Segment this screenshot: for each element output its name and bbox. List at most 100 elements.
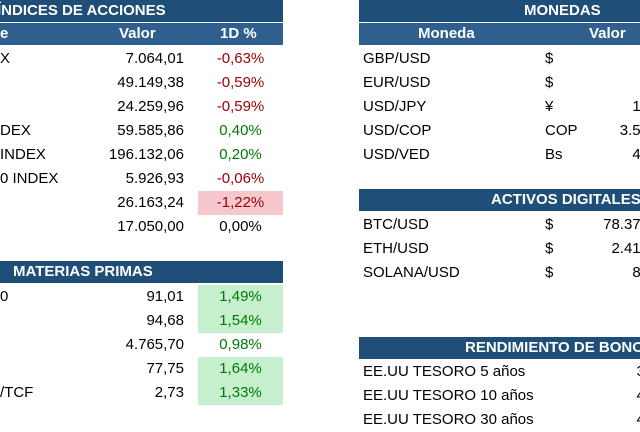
currency-value: 1 [559,47,640,71]
commodities-title: MATERIAS PRIMAS [13,263,153,280]
digital-header: ACTIVOS DIGITALES [359,189,640,211]
digital-pair: BTC/USD [363,216,429,233]
table-row: 17.050,00 0,00% [0,215,283,239]
index-change: -0,06% [216,170,265,187]
currency-value: 15 [632,98,640,115]
table-row: USD/COP COP 3.58 [359,119,640,143]
table-row: X 7.064,01 -0,63% [0,47,283,71]
currency-pair: USD/COP [363,122,432,139]
index-value: 26.163,24 [117,194,184,211]
table-row: BTC/USD $78.370 [359,213,640,237]
table-row: ETH/USD $2.410 [359,237,640,261]
commodity-change: 1,49% [198,285,283,309]
index-change: 0,00% [219,218,262,235]
commodities-header-cap [198,261,283,283]
table-row: GBP/USD $1 [359,47,640,71]
commodities-header: MATERIAS PRIMAS [0,261,198,283]
index-change: -1,22% [198,191,283,215]
col-value: Valor [119,25,156,42]
commodity-name: 0 [0,288,9,305]
digital-symbol: $ [545,264,554,281]
digital-value: 88 [632,264,640,281]
table-row: 0 INDEX 5.926,93 -0,06% [0,167,283,191]
currency-symbol: Bs [545,146,563,163]
table-row: 24.259,96 -0,59% [0,95,283,119]
index-value: 59.585,86 [117,122,184,139]
table-row: EE.UU TESORO 5 años 3, [359,360,640,384]
index-value: 5.926,93 [125,170,184,187]
currency-symbol: ¥ [545,98,554,115]
bond-value: 3, [559,360,640,384]
digital-value: 78.370 [603,216,640,233]
indices-title: ÍNDICES DE ACCIONES [0,2,166,19]
table-row: 49.149,38 -0,59% [0,71,283,95]
table-row: USD/VED Bs 48 [359,143,640,167]
index-name: 0 INDEX [0,170,59,187]
table-row: SOLANA/USD $88 [359,261,640,285]
index-change: 0,20% [219,146,262,163]
currency-pair: GBP/USD [363,50,431,67]
digital-symbol: $ [545,216,554,233]
bonds-title: RENDIMIENTO DE BONO [465,339,640,356]
table-row: /TCF 2,73 1,33% [0,381,283,405]
index-change: 0,40% [219,122,262,139]
digital-pair: SOLANA/USD [363,264,460,281]
bond-value: 4, [559,408,640,432]
index-value: 24.259,96 [117,98,184,115]
currencies-header: MONEDAS [359,0,640,22]
bond-name: EE.UU TESORO 5 años [363,363,526,380]
digital-value: 2.410 [611,240,640,257]
currency-value: 1 [559,71,640,95]
col-name: e [0,25,9,42]
digital-symbol: $ [545,240,554,257]
commodity-change: 1,33% [198,381,283,405]
currency-pair: USD/JPY [363,98,427,115]
index-change: -0,59% [216,74,265,91]
currency-symbol: $ [545,74,554,91]
digital-title: ACTIVOS DIGITALES [491,191,640,208]
table-row: EUR/USD $1 [359,71,640,95]
index-name: X [0,50,11,67]
table-row: USD/JPY ¥15 [359,95,640,119]
commodity-change: 1,54% [198,309,283,333]
currencies-title: MONEDAS [524,2,601,19]
table-row: DEX 59.585,86 0,40% [0,119,283,143]
index-value: 17.050,00 [117,218,184,235]
currency-symbol: $ [545,50,554,67]
commodity-name: /TCF [0,384,34,401]
table-row: 4.765,70 0,98% [0,333,283,357]
index-name: DEX [0,122,31,139]
commodity-change: 1,64% [198,357,283,381]
table-row: 26.163,24 -1,22% [0,191,283,215]
table-row: EE.UU TESORO 10 años 4, [359,384,640,408]
currency-pair: USD/VED [363,146,430,163]
currency-symbol: COP [545,122,578,139]
bonds-header: RENDIMIENTO DE BONO [359,337,640,359]
digital-pair: ETH/USD [363,240,429,257]
col-change: 1D % [220,25,257,42]
index-change: -0,59% [216,98,265,115]
commodity-value: 77,75 [146,360,184,377]
currency-value: 48 [632,146,640,163]
commodity-value: 4.765,70 [125,336,184,353]
index-value: 7.064,01 [125,50,184,67]
col-currency: Moneda [418,25,475,42]
bond-name: EE.UU TESORO 30 años [363,411,534,428]
col-currency-value: Valor [589,25,626,42]
table-row: 0 91,01 1,49% [0,285,283,309]
indices-column-header: e Valor 1D % [0,23,283,45]
bond-value: 4, [559,384,640,408]
index-value: 196.132,06 [108,146,184,163]
index-change: -0,63% [216,50,265,67]
indices-header: ÍNDICES DE ACCIONES [0,0,283,22]
table-row: EE.UU TESORO 30 años 4, [359,408,640,432]
table-row: 77,75 1,64% [0,357,283,381]
table-row: 94,68 1,54% [0,309,283,333]
currency-pair: EUR/USD [363,74,431,91]
commodity-value: 94,68 [146,312,184,329]
index-name: INDEX [0,146,46,163]
currencies-column-header: Moneda Valor [359,23,640,45]
currency-value: 3.58 [619,122,640,139]
index-value: 49.149,38 [117,74,184,91]
bond-name: EE.UU TESORO 10 años [363,387,534,404]
